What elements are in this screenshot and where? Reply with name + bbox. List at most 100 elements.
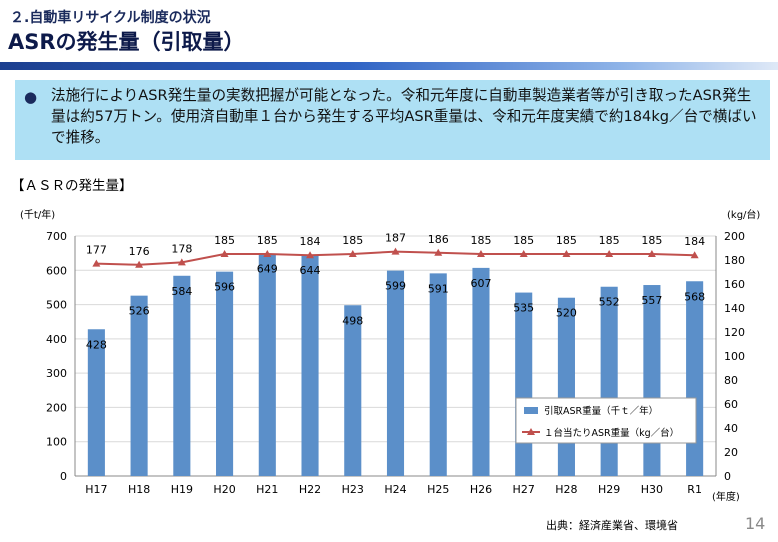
- section-subtitle: ２.自動車リサイクル制度の状況: [10, 10, 211, 26]
- line-point: [177, 258, 186, 266]
- y2-tick-label: 40: [724, 422, 738, 435]
- line-point: [92, 259, 101, 267]
- line-point: [263, 250, 272, 257]
- line-value-label: 184: [684, 235, 705, 248]
- x-tick-label: H25: [427, 483, 449, 496]
- bar-value-label: 526: [129, 305, 150, 318]
- x-tick-label: H21: [256, 483, 278, 496]
- bullet-icon: ●: [24, 88, 38, 106]
- y2-tick-label: 180: [724, 254, 745, 267]
- y2-tick-label: 100: [724, 350, 745, 363]
- y-tick-label: 100: [46, 436, 67, 449]
- y-tick-label: 0: [60, 470, 67, 483]
- line-value-label: 185: [556, 234, 577, 247]
- y2-tick-label: 120: [724, 326, 745, 339]
- legend-line-label: １台当たりASR重量（kg／台）: [544, 427, 679, 439]
- bar: [258, 253, 276, 476]
- y-tick-label: 200: [46, 401, 67, 414]
- bar: [87, 329, 105, 476]
- bar-value-label: 535: [513, 302, 534, 315]
- line-point: [562, 250, 571, 257]
- line-value-label: 178: [171, 242, 192, 255]
- bar-value-label: 552: [599, 296, 620, 309]
- y-tick-label: 600: [46, 264, 67, 277]
- bar-value-label: 557: [641, 294, 662, 307]
- y2-tick-label: 140: [724, 302, 745, 315]
- bar: [386, 270, 405, 476]
- bar-value-label: 591: [428, 282, 449, 295]
- chart-section-label: 【ＡＳＲの発生量】: [11, 178, 133, 194]
- line-point: [220, 250, 229, 257]
- bar: [557, 297, 575, 476]
- y2-tick-label: 80: [724, 374, 738, 387]
- line-value-label: 176: [129, 245, 150, 258]
- bar: [686, 281, 704, 476]
- line-value-label: 185: [214, 234, 235, 247]
- y2-tick-label: 0: [724, 470, 731, 483]
- left-axis-unit: (千t/年): [20, 210, 56, 221]
- x-axis-unit: (年度): [712, 490, 740, 503]
- line-value-label: 184: [300, 235, 321, 248]
- line-point: [476, 250, 485, 257]
- y2-tick-label: 60: [724, 398, 738, 411]
- x-tick-label: H20: [213, 483, 235, 496]
- summary-text: 法施行によりASR発生量の実数把握が可能となった。令和元年度に自動車製造業者等が…: [51, 87, 757, 146]
- x-tick-label: R1: [687, 483, 702, 496]
- y2-tick-label: 160: [724, 278, 745, 291]
- bar-value-label: 644: [300, 264, 321, 277]
- line-point: [434, 248, 443, 256]
- y-tick-label: 700: [46, 230, 67, 243]
- x-tick-label: H29: [598, 483, 620, 496]
- bar: [301, 255, 319, 476]
- line-value-label: 185: [342, 234, 363, 247]
- bar-value-label: 596: [214, 281, 235, 294]
- summary-box: ● 法施行によりASR発生量の実数把握が可能となった。令和元年度に自動車製造業者…: [15, 80, 770, 160]
- y2-tick-label: 200: [724, 230, 745, 243]
- line-point: [690, 251, 699, 259]
- title-rule: [0, 62, 778, 70]
- line-value-label: 185: [513, 234, 534, 247]
- legend-line-marker: [527, 428, 535, 435]
- bar: [216, 271, 234, 476]
- y-tick-label: 400: [46, 333, 67, 346]
- bar-value-label: 498: [342, 314, 363, 327]
- line-point: [306, 251, 315, 259]
- x-tick-label: H19: [171, 483, 193, 496]
- bar: [173, 275, 191, 476]
- y-tick-label: 500: [46, 299, 67, 312]
- line-value-label: 185: [641, 234, 662, 247]
- x-tick-label: H17: [85, 483, 107, 496]
- bar-value-label: 520: [556, 307, 577, 320]
- bar-value-label: 428: [86, 338, 107, 351]
- bar: [515, 292, 533, 476]
- line-value-label: 185: [470, 234, 491, 247]
- x-tick-label: H24: [384, 483, 406, 496]
- bar-value-label: 649: [257, 262, 278, 275]
- page-number: 14: [745, 514, 766, 533]
- line-point: [135, 260, 144, 268]
- bar-value-label: 607: [470, 277, 491, 290]
- legend-bar-swatch: [524, 407, 538, 414]
- x-tick-label: H28: [555, 483, 577, 496]
- x-tick-label: H23: [342, 483, 364, 496]
- line-point: [647, 250, 656, 257]
- bar: [472, 267, 490, 476]
- bar: [344, 305, 362, 476]
- line-point: [348, 250, 357, 257]
- bar: [130, 295, 148, 476]
- x-tick-label: H30: [641, 483, 663, 496]
- line-value-label: 186: [428, 233, 449, 246]
- x-tick-label: H18: [128, 483, 150, 496]
- bar-value-label: 568: [684, 290, 705, 303]
- y2-tick-label: 20: [724, 446, 738, 459]
- legend-bar-label: 引取ASR重量（千ｔ／年）: [544, 405, 658, 417]
- bar-value-label: 584: [171, 285, 192, 298]
- line-value-label: 185: [599, 234, 620, 247]
- bar: [429, 273, 447, 476]
- y-tick-label: 300: [46, 367, 67, 380]
- line-point: [391, 247, 400, 255]
- x-tick-label: H27: [513, 483, 535, 496]
- line-point: [519, 250, 528, 257]
- line-value-label: 185: [257, 234, 278, 247]
